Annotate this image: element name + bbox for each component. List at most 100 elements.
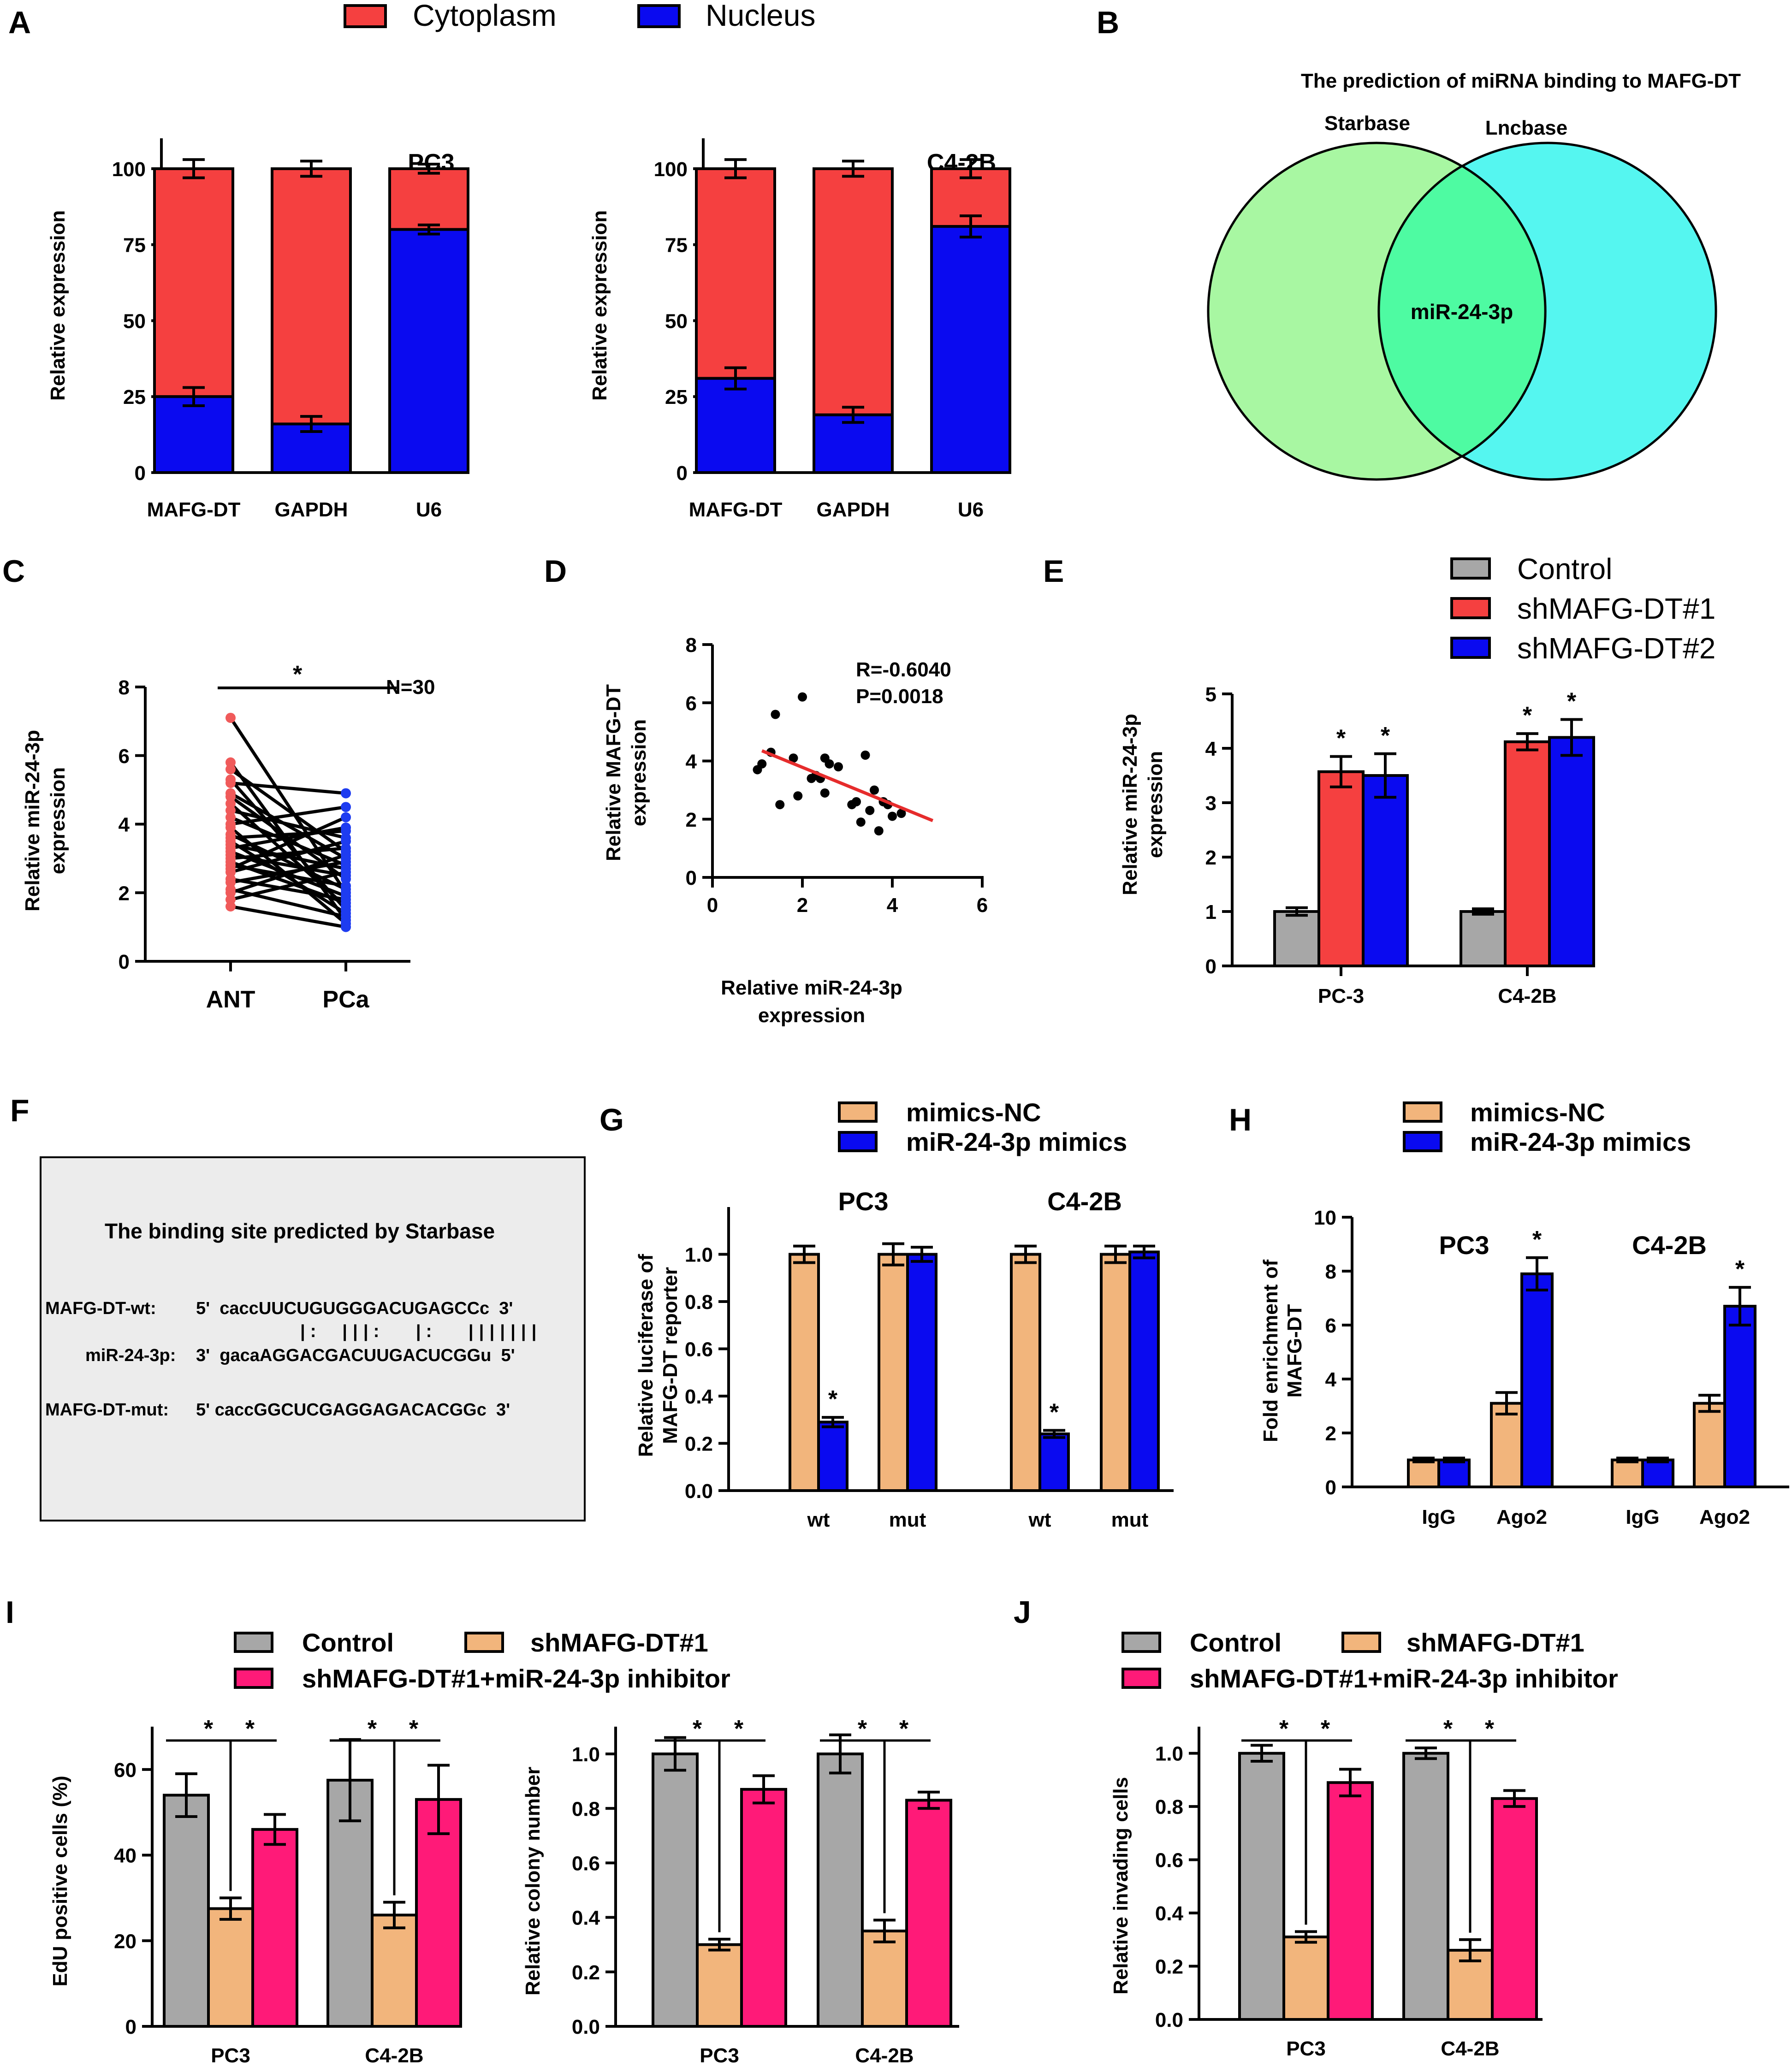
chart-a1-y-tick-label: 0 bbox=[135, 462, 146, 485]
chart-h-y-tick-label: 2 bbox=[1325, 1422, 1336, 1445]
paired-line bbox=[230, 805, 346, 826]
x-tick-label: wt bbox=[807, 1509, 830, 1531]
bar-shmafg-dt-1 bbox=[207, 1907, 254, 2028]
bar-shmafg-dt-1-mir-24-3p-inhibitor bbox=[905, 1799, 952, 2028]
bar-nucleus bbox=[271, 422, 352, 474]
bar-control bbox=[1273, 910, 1320, 967]
x-tick-label: C4-2B bbox=[1498, 985, 1556, 1007]
chart-i2-y-tick-label: 0.2 bbox=[572, 1961, 600, 1984]
chart-c-ylabel-2: expression bbox=[47, 767, 69, 874]
binding-site-box: The binding site predicted by Starbase M… bbox=[40, 1156, 586, 1521]
x-tick-label: PC-3 bbox=[1318, 985, 1364, 1007]
paired-line bbox=[230, 826, 346, 850]
chart-e-y-tick-label: 1 bbox=[1205, 901, 1216, 924]
legend-swatch-mimics-g bbox=[838, 1131, 878, 1152]
chart-g-luciferase: 0.0 0.2 0.4 0.6 0.8 1.0 * wt mut * wt mut PC3 C4-2B bbox=[685, 1187, 1174, 1531]
chart-a2-y-tick-label: 50 bbox=[665, 310, 688, 332]
pca-point bbox=[341, 912, 351, 922]
ant-point bbox=[225, 901, 236, 912]
chart-g-ylabel-2: MAFG-DT reporter bbox=[659, 1267, 682, 1444]
paired-line bbox=[230, 860, 346, 884]
legend-label-control-i: Control bbox=[302, 1628, 394, 1657]
x-tick-label: PC3 bbox=[211, 2044, 250, 2067]
bar-mir-24-3p-mimics bbox=[1520, 1272, 1554, 1489]
panel-label-e: E bbox=[1043, 554, 1064, 589]
bar-control bbox=[652, 1752, 699, 2028]
bar-shmafg-dt-1 bbox=[696, 1943, 743, 2028]
bar-sig-star: * bbox=[1532, 1226, 1542, 1253]
chart-g-y-tick-label: 1.0 bbox=[685, 1244, 713, 1267]
pca-point bbox=[341, 850, 351, 860]
legend-label-control-j: Control bbox=[1190, 1628, 1282, 1657]
bar-control bbox=[1460, 910, 1507, 967]
x-tick-label: GAPDH bbox=[275, 498, 348, 521]
chart-e-y-tick-label: 3 bbox=[1205, 792, 1216, 815]
chart-c-y-tick-label: 2 bbox=[119, 882, 130, 905]
bar-shmafg-dt-1-mir-24-3p-inhibitor bbox=[1491, 1797, 1538, 2021]
legend-swatch-mimics-nc-h bbox=[1403, 1101, 1442, 1123]
scatter-point bbox=[798, 692, 807, 702]
bar-cytoplasm bbox=[388, 167, 469, 231]
chart-c-y-tick-label: 8 bbox=[119, 676, 130, 699]
x-tick-label: C4-2B bbox=[1441, 2037, 1499, 2060]
x-tick-label: C4-2B bbox=[855, 2044, 914, 2067]
chart-a1-y-tick-label: 25 bbox=[123, 386, 146, 408]
binding-site-title: The binding site predicted by Starbase bbox=[105, 1219, 495, 1243]
chart-h-y-tick-label: 10 bbox=[1314, 1207, 1336, 1229]
paired-line bbox=[230, 905, 346, 929]
sig-sig-star: * bbox=[368, 1716, 377, 1742]
x-tick-label: mut bbox=[889, 1509, 926, 1531]
venn-label-lncbase: Lncbase bbox=[1485, 117, 1568, 139]
legend-swatch-inhibitor-i bbox=[234, 1668, 273, 1689]
bar-shmafg-dt-1-mir-24-3p-inhibitor bbox=[1327, 1781, 1374, 2021]
chart-d-y-tick-label: 4 bbox=[686, 751, 697, 773]
sig-sig-star: * bbox=[409, 1716, 419, 1742]
chart-i-edu-ylabel: EdU positive cells (%) bbox=[49, 1776, 71, 1986]
legend-label-nucleus: Nucleus bbox=[706, 0, 815, 32]
chart-d-y-tick-label: 0 bbox=[686, 867, 697, 889]
bar-shmafg-dt-1-mir-24-3p-inhibitor bbox=[251, 1828, 298, 2028]
bar-mir-24-3p-mimics bbox=[1641, 1458, 1674, 1488]
sig-sig-star: * bbox=[1279, 1716, 1289, 1742]
chart-h-y-tick-label: 6 bbox=[1325, 1314, 1336, 1337]
chart-d-x-tick-label: 4 bbox=[887, 894, 898, 917]
chart-i-colony: 0.0 0.2 0.4 0.6 0.8 1.0 PC3 C4-2B * * * * bbox=[572, 1716, 959, 2067]
chart-a1-y-tick-label: 50 bbox=[123, 310, 146, 332]
chart-c-sig-star: * bbox=[293, 661, 303, 688]
chart-h-y-tick-label: 0 bbox=[1325, 1476, 1336, 1499]
x-tick-label: MAFG-DT bbox=[689, 498, 783, 521]
paired-line bbox=[230, 864, 346, 888]
chart-a2-y-tick-label: 25 bbox=[665, 386, 688, 408]
scatter-point bbox=[896, 809, 906, 818]
chart-i2-y-tick-label: 0.8 bbox=[572, 1798, 600, 1820]
chart-h-y-tick-label: 4 bbox=[1325, 1368, 1337, 1391]
x-tick-label: U6 bbox=[416, 498, 442, 521]
scatter-point bbox=[834, 762, 843, 772]
chart-d-scatter: 0 2 4 6 8 0 2 4 6 bbox=[686, 634, 988, 917]
panel-label-b: B bbox=[1097, 5, 1119, 40]
chart-g-y-tick-label: 0.6 bbox=[685, 1338, 713, 1361]
ant-point bbox=[225, 778, 236, 788]
x-tick-label: IgG bbox=[1626, 1506, 1659, 1528]
bar-mimics-nc bbox=[1100, 1253, 1131, 1492]
chart-a1-y-tick-label: 75 bbox=[123, 234, 146, 257]
x-tick-label: Ago2 bbox=[1699, 1506, 1750, 1528]
paired-line bbox=[230, 877, 346, 901]
chart-j-y-tick-label: 0.8 bbox=[1155, 1796, 1183, 1818]
paired-line bbox=[230, 816, 347, 870]
paired-line bbox=[230, 870, 346, 901]
scatter-point bbox=[888, 811, 897, 821]
wt-label: MAFG-DT-wt: bbox=[45, 1299, 156, 1318]
legend-label-mimics-g: miR-24-3p mimics bbox=[906, 1127, 1127, 1156]
bar-mimics-nc bbox=[789, 1253, 820, 1492]
sig-sig-star: * bbox=[1485, 1716, 1495, 1742]
scatter-point bbox=[825, 759, 834, 769]
chart-j-ylabel: Relative invading cells bbox=[1110, 1777, 1132, 1995]
bar-sig-star: * bbox=[1567, 688, 1577, 715]
chart-a1-ylabel: Relative expression bbox=[47, 210, 69, 401]
chart-c-y-tick-label: 4 bbox=[119, 814, 130, 836]
chart-i2-y-tick-label: 0.6 bbox=[572, 1852, 600, 1875]
pca-point bbox=[341, 788, 351, 799]
